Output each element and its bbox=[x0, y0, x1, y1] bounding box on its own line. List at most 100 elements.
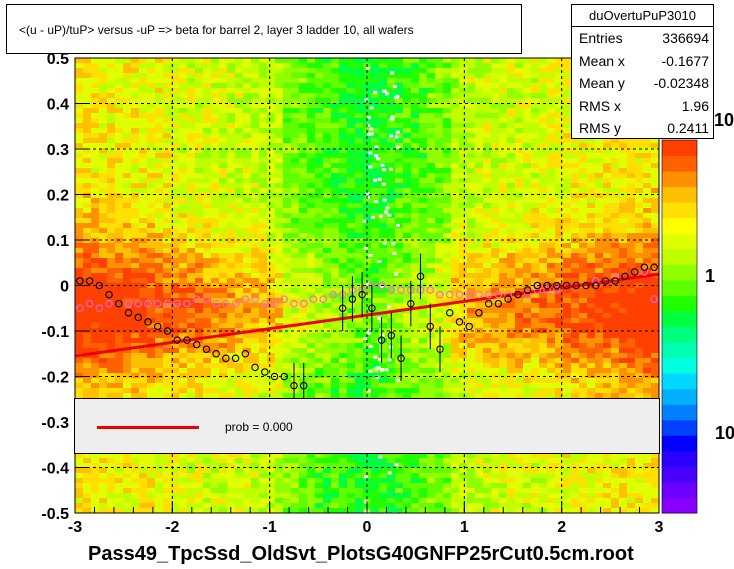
heatmap-cell bbox=[507, 303, 515, 308]
heatmap-cell bbox=[483, 278, 491, 283]
heatmap-cell bbox=[259, 368, 267, 373]
heatmap-cell bbox=[379, 373, 387, 378]
heatmap-cell bbox=[155, 263, 163, 268]
heatmap-cell bbox=[459, 243, 467, 248]
heatmap-cell bbox=[211, 468, 219, 473]
heatmap-cell bbox=[291, 258, 299, 263]
heatmap-cell bbox=[283, 378, 291, 383]
heatmap-cell bbox=[243, 103, 251, 108]
heatmap-cell bbox=[355, 478, 363, 483]
heatmap-cell bbox=[227, 93, 235, 98]
heatmap-cell bbox=[251, 158, 259, 163]
heatmap-cell bbox=[355, 468, 363, 473]
heatmap-cell bbox=[267, 478, 275, 483]
heatmap-cell bbox=[91, 313, 99, 318]
heatmap-cell bbox=[467, 223, 475, 228]
heatmap-cell bbox=[307, 508, 315, 513]
heatmap-cell bbox=[347, 473, 355, 478]
heatmap-cell bbox=[283, 183, 291, 188]
heatmap-cell bbox=[331, 273, 339, 278]
heatmap-cell bbox=[219, 378, 227, 383]
heatmap-cell bbox=[131, 193, 139, 198]
heatmap-cell bbox=[75, 103, 83, 108]
heatmap-cell bbox=[411, 118, 419, 123]
heatmap-cell bbox=[171, 123, 179, 128]
heatmap-cell bbox=[307, 103, 315, 108]
heatmap-cell bbox=[443, 103, 451, 108]
heatmap-cell bbox=[291, 273, 299, 278]
heatmap-cell bbox=[139, 298, 147, 303]
heatmap-cell bbox=[507, 318, 515, 323]
heatmap-cell bbox=[395, 348, 403, 353]
heatmap-cell bbox=[339, 173, 347, 178]
heatmap-cell bbox=[283, 393, 291, 398]
heatmap-cell bbox=[267, 313, 275, 318]
heatmap-cell bbox=[347, 133, 355, 138]
heatmap-cell bbox=[267, 468, 275, 473]
heatmap-cell bbox=[171, 108, 179, 113]
heatmap-cell bbox=[307, 368, 315, 373]
heatmap-cell bbox=[507, 313, 515, 318]
heatmap-cell bbox=[171, 328, 179, 333]
heatmap-cell bbox=[203, 463, 211, 468]
heatmap-cell bbox=[379, 463, 387, 468]
heatmap-cell bbox=[147, 148, 155, 153]
heatmap-cell bbox=[475, 243, 483, 248]
heatmap-cell bbox=[483, 183, 491, 188]
heatmap-cell bbox=[139, 73, 147, 78]
heatmap-cell bbox=[315, 473, 323, 478]
heatmap-cell bbox=[435, 503, 443, 508]
heatmap-cell bbox=[179, 348, 187, 353]
heatmap-cell bbox=[339, 273, 347, 278]
heatmap-cell bbox=[435, 198, 443, 203]
heatmap-cell bbox=[483, 173, 491, 178]
heatmap-cell bbox=[155, 158, 163, 163]
heatmap-cell bbox=[387, 473, 395, 478]
heatmap-cell bbox=[259, 233, 267, 238]
heatmap-cell bbox=[99, 263, 107, 268]
heatmap-cell bbox=[299, 343, 307, 348]
heatmap-cell bbox=[499, 108, 507, 113]
heatmap-cell bbox=[347, 93, 355, 98]
heatmap-cell bbox=[307, 193, 315, 198]
heatmap-cell bbox=[219, 73, 227, 78]
heatmap-cell bbox=[99, 343, 107, 348]
heatmap-cell bbox=[387, 383, 395, 388]
heatmap-cell bbox=[315, 388, 323, 393]
heatmap-cell bbox=[403, 298, 411, 303]
heatmap-cell bbox=[115, 148, 123, 153]
heatmap-cell bbox=[435, 98, 443, 103]
heatmap-cell bbox=[83, 498, 91, 503]
heatmap-cell bbox=[123, 478, 131, 483]
heatmap-cell bbox=[267, 273, 275, 278]
heatmap-cell bbox=[371, 73, 379, 78]
heatmap-cell bbox=[259, 183, 267, 188]
heatmap-cell bbox=[483, 223, 491, 228]
heatmap-cell bbox=[395, 303, 403, 308]
heatmap-cell bbox=[123, 163, 131, 168]
heatmap-cell bbox=[507, 373, 515, 378]
heatmap-cell bbox=[427, 313, 435, 318]
heatmap-cell bbox=[507, 178, 515, 183]
heatmap-cell bbox=[147, 298, 155, 303]
heatmap-cell bbox=[467, 243, 475, 248]
heatmap-cell bbox=[315, 123, 323, 128]
heatmap-cell bbox=[371, 173, 379, 178]
heatmap-cell bbox=[91, 253, 99, 258]
heatmap-cell bbox=[355, 363, 363, 368]
heatmap-cell bbox=[395, 138, 403, 143]
heatmap-cell bbox=[459, 468, 467, 473]
heatmap-cell bbox=[363, 383, 371, 388]
heatmap-cell bbox=[475, 383, 483, 388]
heatmap-cell bbox=[283, 93, 291, 98]
heatmap-cell bbox=[459, 68, 467, 73]
heatmap-cell bbox=[339, 278, 347, 283]
heatmap-cell bbox=[451, 93, 459, 98]
heatmap-cell bbox=[155, 388, 163, 393]
heatmap-cell bbox=[75, 298, 83, 303]
heatmap-cell bbox=[171, 68, 179, 73]
heatmap-cell bbox=[91, 333, 99, 338]
heatmap-cell bbox=[355, 498, 363, 503]
heatmap-cell bbox=[443, 378, 451, 383]
heatmap-cell bbox=[323, 293, 331, 298]
